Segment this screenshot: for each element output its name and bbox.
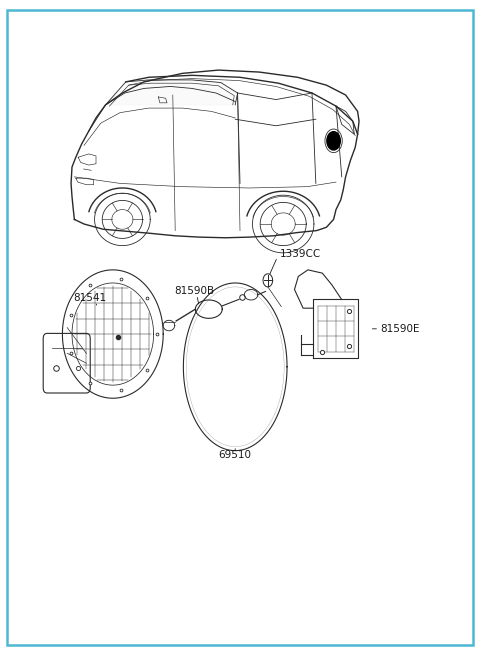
Text: 81590B: 81590B	[174, 286, 214, 297]
Text: 81590E: 81590E	[380, 324, 420, 334]
Polygon shape	[106, 80, 238, 105]
Text: 69510: 69510	[219, 450, 252, 460]
Text: 81541: 81541	[73, 293, 106, 303]
Circle shape	[327, 132, 340, 150]
Text: 1339CC: 1339CC	[279, 249, 321, 259]
